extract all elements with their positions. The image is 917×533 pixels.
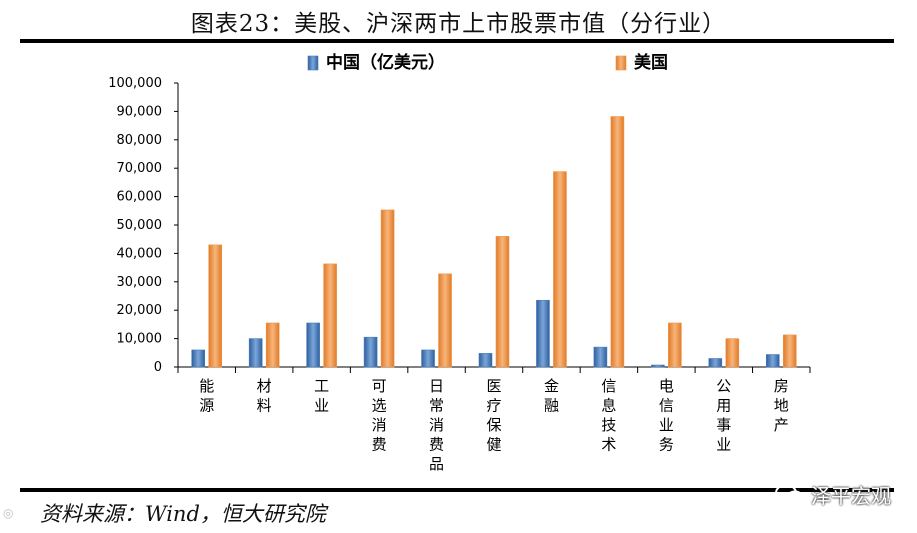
bar-china-6 [536,299,550,368]
bar-us-0 [208,244,223,368]
legend-label: 中国（亿美元） [326,52,445,73]
watermark: 泽平宏观 [775,480,891,509]
bar-us-4 [438,273,452,368]
y-tick-label: 40,000 [117,246,163,261]
top-rule [20,39,894,43]
source-note: 资料来源：Wind，恒大研究院 [40,502,326,526]
y-tick-label: 10,000 [117,332,163,347]
legend-label: 美国 [634,52,668,73]
x-category-label: 电信业务 [659,377,674,454]
x-category-label: 材料 [257,377,272,415]
bar-us-10 [782,334,797,368]
y-tick-label: 20,000 [117,303,163,318]
x-category-label: 可选消费 [372,377,387,454]
bottom-rule [20,488,894,492]
x-category-label: 房地产 [774,377,789,434]
y-tick-label: 90,000 [117,104,163,119]
wechat-icon [775,483,804,505]
x-category-label: 医疗保健 [486,377,501,454]
bar-china-5 [478,353,493,368]
bar-china-2 [306,322,320,368]
y-tick-label: 70,000 [117,161,163,176]
bar-us-1 [265,322,280,368]
bar-chart: 0 10,000 20,000 30,000 40,000 50,000 60,000 70,… [108,52,811,473]
corner-logo-icon: ◎ [3,506,14,520]
x-category-label: 日常消费品 [429,377,444,473]
x-category-label: 公用事业 [716,377,731,454]
bar-china-1 [248,338,263,368]
y-tick-label: 100,000 [108,76,162,91]
x-category-label: 能源 [199,377,214,415]
legend-swatch [615,55,627,71]
bar-us-2 [323,263,337,368]
bar-china-7 [593,346,608,368]
y-tick-label: 50,000 [117,218,163,233]
watermark-text: 泽平宏观 [811,484,891,508]
x-category-label: 工业 [314,377,329,415]
x-category-label: 金融 [544,377,559,415]
legend-swatch [307,55,319,71]
y-tick-label: 0 [154,360,162,375]
bar-us-5 [495,236,510,368]
bar-us-7 [610,116,625,368]
bar-china-8 [651,364,665,368]
y-tick-label: 30,000 [117,275,163,290]
bar-china-10 [765,354,780,368]
bar-us-3 [380,209,395,368]
y-tick-label: 80,000 [117,133,163,148]
bar-us-9 [725,338,740,368]
bar-us-8 [668,322,682,368]
bar-us-6 [553,171,567,368]
bar-china-0 [191,349,206,368]
y-tick-label: 60,000 [117,190,163,205]
bar-china-4 [421,349,435,368]
x-category-label: 信息技术 [601,377,616,454]
bar-china-3 [363,336,378,368]
bar-china-9 [708,358,723,368]
figure-title: 图表23：美股、沪深两市上市股票市值（分行业） [190,11,727,37]
